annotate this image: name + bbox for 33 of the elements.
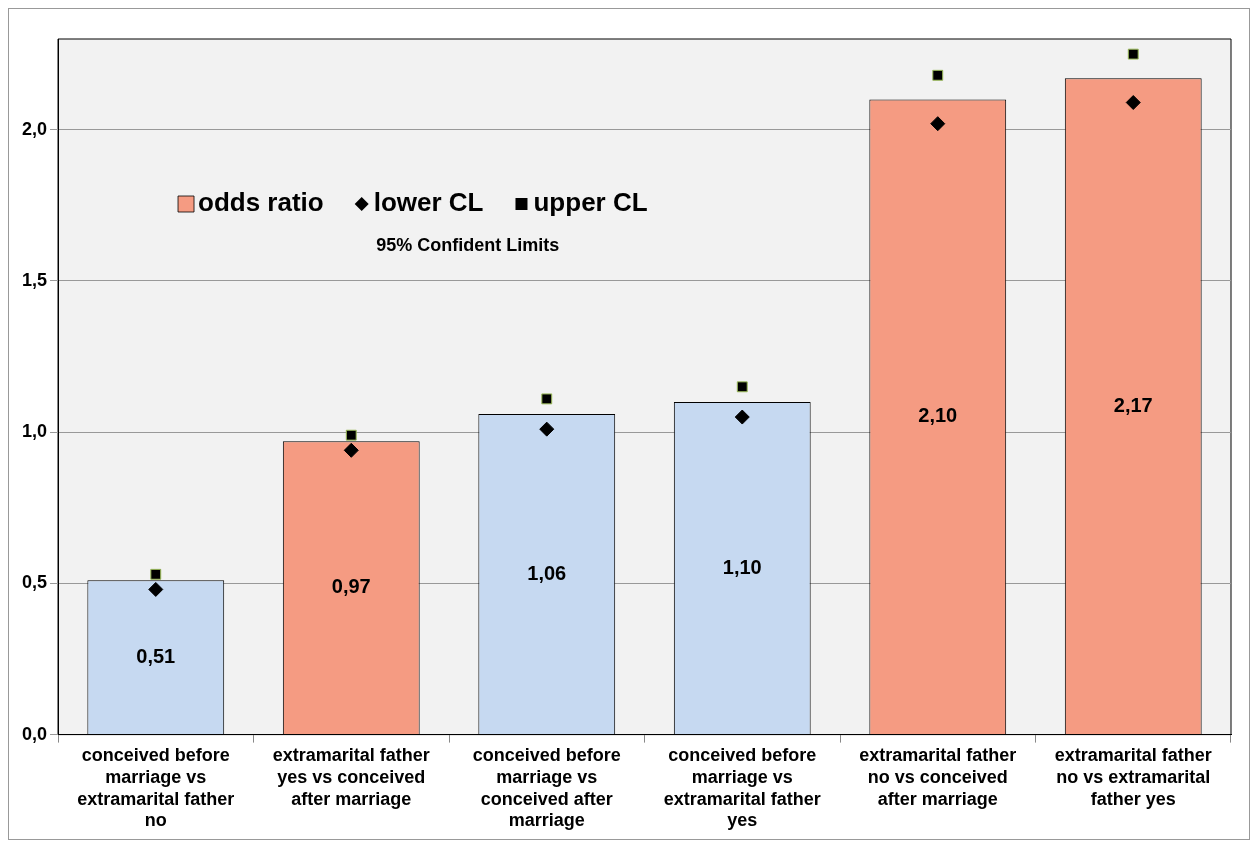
- point: [345, 429, 357, 441]
- point: [736, 381, 748, 393]
- data-label: 2,17: [1113, 393, 1153, 416]
- data-label: 2,10: [918, 404, 958, 427]
- data-label: 0,51: [136, 644, 176, 667]
- point: [1127, 48, 1139, 60]
- x-tick-label: extramarital father yes vs conceived after marriage: [272, 745, 430, 809]
- y-tick-label: 2,0: [21, 118, 48, 139]
- legend-label: lower CL: [373, 187, 484, 218]
- x-tick-label: extramarital father no vs conceived after marriage: [859, 745, 1017, 809]
- point: [541, 393, 553, 405]
- point: [734, 409, 750, 425]
- point: [150, 568, 162, 580]
- x-tick-label: conceived before marriage vs extramarital father yes: [663, 745, 821, 831]
- data-label: 1,06: [527, 561, 567, 584]
- y-tick-label: 0,5: [21, 572, 48, 593]
- point: [1125, 95, 1141, 111]
- y-tick-label: 1,5: [21, 269, 48, 290]
- point: [932, 69, 944, 81]
- point: [148, 581, 164, 597]
- legend-label: odds ratio: [198, 187, 324, 218]
- y-tick-label: 0,0: [21, 723, 48, 744]
- point: [539, 421, 555, 437]
- x-tick-label: conceived before marriage vs extramarital father no: [77, 745, 235, 831]
- legend-label: upper CL: [533, 187, 648, 218]
- data-label: 0,97: [331, 575, 371, 598]
- point: [930, 116, 946, 132]
- data-label: 1,10: [722, 555, 762, 578]
- x-tick-label: extramarital father no vs extramarital father yes: [1054, 745, 1212, 809]
- y-tick-label: 1,0: [21, 421, 48, 442]
- point: [343, 442, 359, 458]
- annotation: 95% Confident Limits: [376, 234, 560, 255]
- x-tick-label: conceived before marriage vs conceived after marriage: [472, 745, 621, 831]
